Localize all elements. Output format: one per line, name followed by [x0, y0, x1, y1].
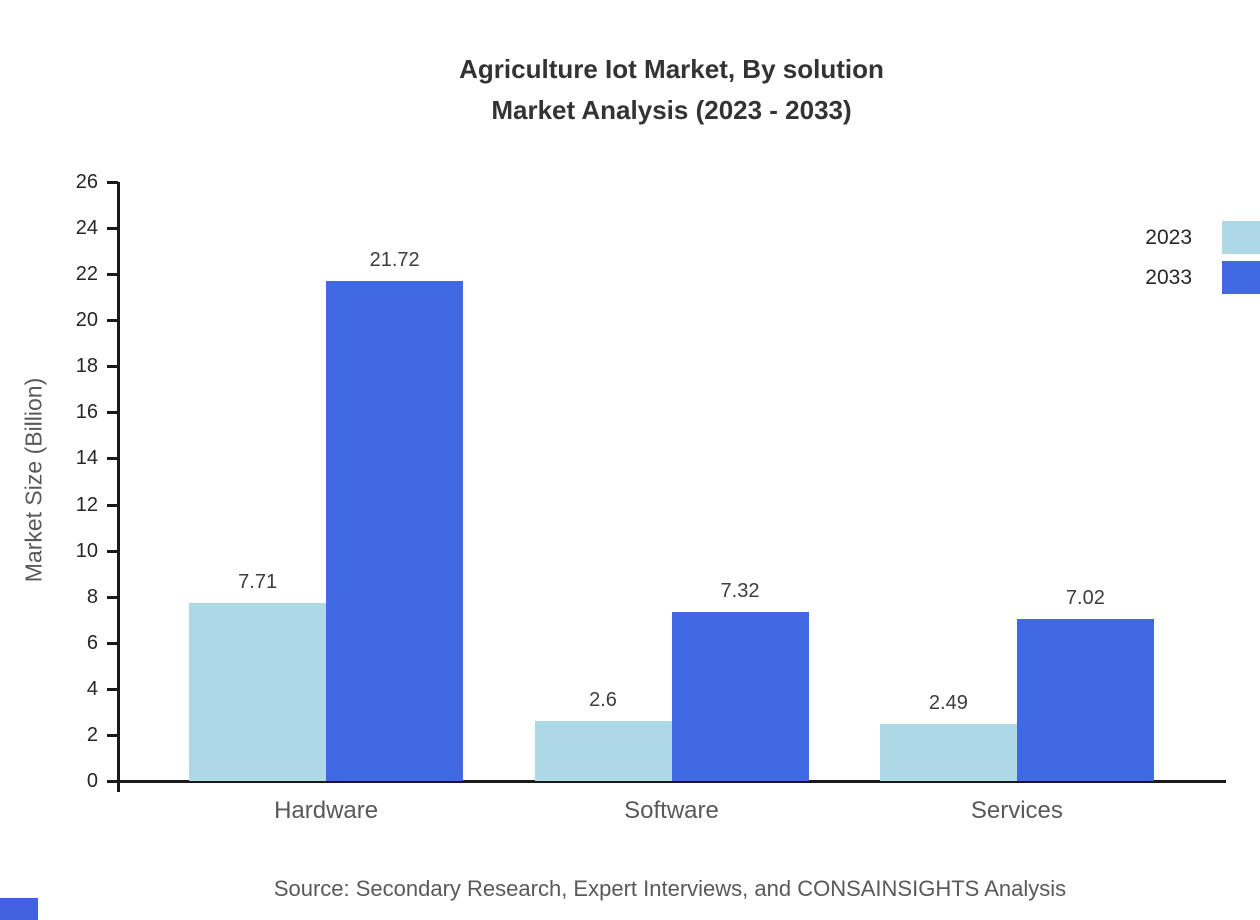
bar-2023-software	[534, 721, 672, 781]
y-tick-label: 2	[86, 723, 98, 746]
y-tick-label: 16	[75, 401, 98, 424]
y-tick-mark	[107, 641, 118, 645]
plot-area: 0 2 4 6 8 10 12 14 16 18 20 22 24 26 Hardware 7.71 21.72…	[76, 171, 1226, 824]
y-axis-line	[117, 182, 120, 792]
bar-value-label-2033-software: 7.32	[720, 580, 760, 603]
y-tick-mark	[107, 411, 118, 415]
y-tick-label: 8	[86, 585, 98, 608]
legend-label-2023: 2023	[1145, 225, 1192, 249]
y-tick-mark	[107, 457, 118, 461]
y-tick-label: 0	[86, 770, 98, 792]
y-tick-label: 24	[75, 217, 98, 240]
y-tick-label: 18	[75, 355, 98, 378]
y-tick-mark	[107, 181, 118, 184]
y-tick-label: 6	[86, 631, 98, 654]
y-tick-label: 14	[75, 447, 98, 470]
legend-swatch-2023	[1222, 221, 1260, 254]
y-tick-mark	[107, 503, 118, 507]
corner-brand-square	[0, 898, 38, 920]
y-tick-label: 4	[86, 677, 98, 700]
chart-title: Agriculture Iot Market, By solution Mark…	[118, 49, 1225, 131]
bar-2023-services	[879, 723, 1017, 781]
x-axis-line	[117, 780, 1226, 783]
y-tick-mark	[107, 365, 118, 369]
y-tick-mark	[107, 549, 118, 553]
y-tick-mark	[107, 733, 118, 737]
chart-title-line1: Agriculture Iot Market, By solution	[459, 54, 884, 84]
bar-2033-software	[671, 612, 809, 781]
chart-title-line2: Market Analysis (2023 - 2033)	[491, 95, 852, 125]
bar-value-label-2033-hardware: 21.72	[369, 248, 420, 271]
x-category-label: Software	[624, 797, 719, 824]
y-tick-mark	[107, 780, 118, 783]
y-tick-label: 26	[75, 171, 98, 193]
y-tick-label: 12	[75, 493, 98, 516]
bar-2033-services	[1016, 619, 1154, 781]
y-tick-mark	[107, 687, 118, 691]
x-category-label: Hardware	[274, 797, 379, 824]
y-tick-mark	[107, 227, 118, 231]
bar-2023-hardware	[189, 603, 327, 781]
y-tick-mark	[107, 273, 118, 277]
legend-item-2033: 2033	[1145, 261, 1260, 294]
bar-value-label-2023-services: 2.49	[928, 691, 968, 714]
bar-value-label-2033-services: 7.02	[1065, 587, 1105, 610]
source-text: Source: Secondary Research, Expert Inter…	[273, 876, 1067, 901]
y-tick-label: 20	[75, 309, 98, 332]
legend-swatch-2033	[1222, 261, 1260, 294]
bar-value-label-2023-software: 2.6	[589, 689, 617, 712]
y-tick-label: 22	[75, 263, 98, 286]
legend-label-2033: 2033	[1145, 265, 1192, 289]
legend: 2023 2033	[1145, 221, 1260, 294]
y-tick-mark	[107, 595, 118, 599]
legend-item-2023: 2023	[1145, 221, 1260, 254]
y-tick-label: 10	[75, 539, 98, 562]
bar-value-label-2023-hardware: 7.71	[238, 571, 278, 594]
x-category-label: Services	[970, 797, 1063, 824]
bar-2033-hardware	[326, 280, 464, 781]
y-tick-mark	[107, 319, 118, 323]
